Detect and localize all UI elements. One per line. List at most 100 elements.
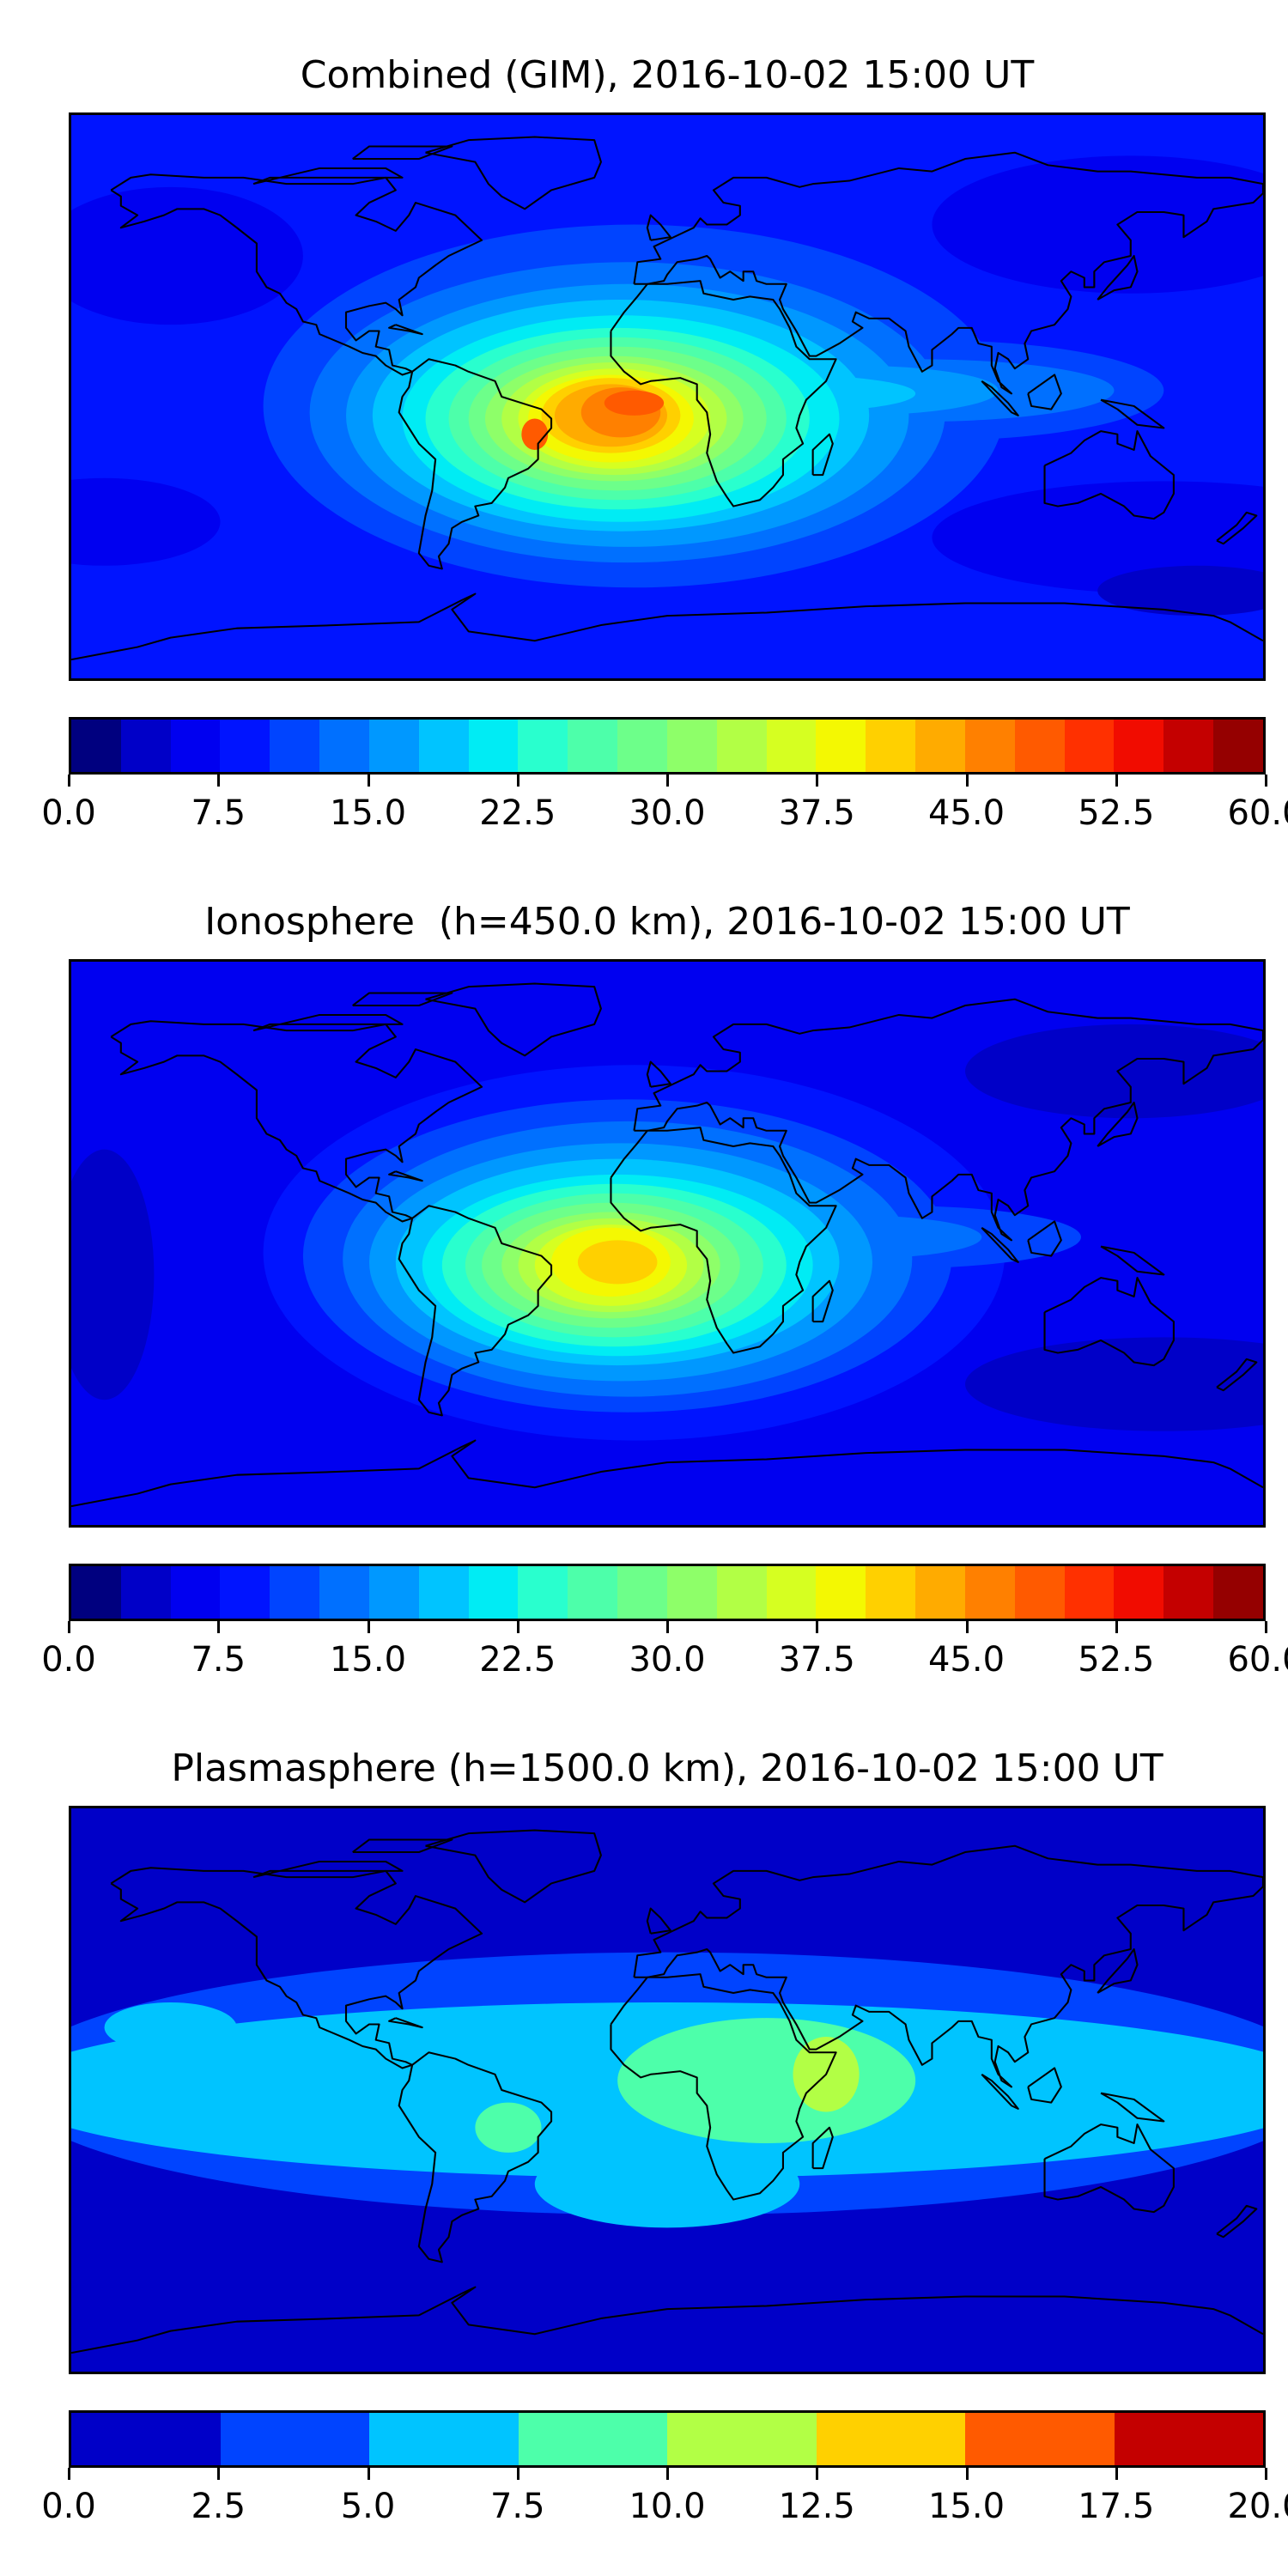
tick-label: 22.5 xyxy=(479,1640,556,1680)
heatmap xyxy=(71,962,1263,1525)
contour-level-1 xyxy=(1097,565,1263,617)
tick-mark xyxy=(666,2468,669,2480)
tick-label: 30.0 xyxy=(629,1640,706,1680)
contour-level-2 xyxy=(932,155,1263,294)
tick-mark xyxy=(816,1621,819,1633)
colorbar-segment xyxy=(220,1566,270,1619)
colorbar-segment xyxy=(369,2413,519,2465)
colorbar-segment xyxy=(667,2413,817,2465)
tick-label: 2.5 xyxy=(191,2487,246,2526)
colorbar-segment xyxy=(666,1566,717,1619)
colorbar-segment xyxy=(816,2413,965,2465)
colorbar xyxy=(69,2410,1266,2468)
tick-label: 7.5 xyxy=(489,2487,545,2526)
colorbar-segment xyxy=(518,1566,568,1619)
chart-title: Plasmasphere (h=1500.0 km), 2016-10-02 1… xyxy=(171,1747,1163,1790)
tick-label: 15.0 xyxy=(927,2487,1005,2526)
colorbar-segment xyxy=(1114,720,1164,772)
colorbar-segment xyxy=(220,720,270,772)
tick-mark xyxy=(367,2468,370,2480)
tick-mark xyxy=(1265,2468,1267,2480)
colorbar-segment xyxy=(270,720,320,772)
tick-mark xyxy=(965,775,969,787)
colorbar-segment xyxy=(518,2413,667,2465)
tick-label: 45.0 xyxy=(927,793,1005,833)
colorbar-segment xyxy=(170,720,221,772)
colorbar-segment xyxy=(270,1566,320,1619)
colorbar-segment xyxy=(816,1566,866,1619)
colorbar-segment xyxy=(1114,1566,1164,1619)
colorbar-segment xyxy=(617,1566,667,1619)
colorbar-segment xyxy=(170,1566,221,1619)
colorbar-segment xyxy=(568,720,618,772)
map-ionosphere xyxy=(69,959,1266,1528)
tick-label: 0.0 xyxy=(41,2487,96,2526)
colorbar-segment xyxy=(1213,1566,1263,1619)
tick-mark xyxy=(367,775,370,787)
contour-level-2 xyxy=(932,481,1263,594)
colorbar-segment xyxy=(1213,720,1263,772)
contour-level-1 xyxy=(71,1149,155,1400)
colorbar-segment xyxy=(120,1566,171,1619)
colorbar-segment xyxy=(666,720,717,772)
colorbar-segment xyxy=(1114,2413,1263,2465)
colorbar-segment xyxy=(468,1566,519,1619)
tick-label: 45.0 xyxy=(927,1640,1005,1680)
colorbar-segment xyxy=(368,1566,419,1619)
tick-label: 52.5 xyxy=(1078,793,1155,833)
tick-label: 22.5 xyxy=(479,793,556,833)
colorbar-segment xyxy=(766,720,817,772)
colorbar-segment xyxy=(1014,720,1065,772)
colorbar-segment xyxy=(1064,1566,1115,1619)
contour-level-2 xyxy=(71,477,221,566)
colorbar-segment xyxy=(468,720,519,772)
colorbar-segment xyxy=(964,1566,1015,1619)
colorbar-segment xyxy=(766,1566,817,1619)
colorbar-segment xyxy=(568,1566,618,1619)
tick-label: 12.5 xyxy=(778,2487,855,2526)
contour-level-1 xyxy=(965,1024,1263,1119)
tick-mark xyxy=(68,2468,70,2480)
tick-mark xyxy=(68,1621,70,1633)
tick-label: 37.5 xyxy=(778,793,855,833)
panel-combined: Combined (GIM), 2016-10-02 15:00 UT 0.0 7… xyxy=(0,0,1288,847)
tick-mark xyxy=(666,1621,669,1633)
colorbar xyxy=(69,1564,1266,1621)
contour-level-2 xyxy=(534,2140,800,2228)
colorbar-segment xyxy=(915,720,965,772)
contour-level-16 xyxy=(577,1240,658,1285)
tick-mark xyxy=(68,775,70,787)
tick-mark xyxy=(816,775,819,787)
contour-level-19 xyxy=(604,390,665,416)
tick-label: 7.5 xyxy=(191,1640,246,1680)
chart-title: Combined (GIM), 2016-10-02 15:00 UT xyxy=(300,53,1035,97)
contour-level-1 xyxy=(965,1337,1263,1431)
colorbar-ticks: 0.0 2.5 5.0 7.5 10.0 12.5 15.0 17.5 20.0 xyxy=(41,2468,1288,2526)
chart-title: Ionosphere (h=450.0 km), 2016-10-02 15:0… xyxy=(204,900,1130,944)
tick-label: 5.0 xyxy=(340,2487,396,2526)
tick-label: 10.0 xyxy=(629,2487,706,2526)
colorbar-segment xyxy=(716,1566,767,1619)
colorbar-segment xyxy=(866,720,916,772)
contour-level-3 xyxy=(475,2102,542,2153)
tick-mark xyxy=(217,775,221,787)
tick-mark xyxy=(516,1621,519,1633)
map-plasmasphere xyxy=(69,1806,1266,2374)
colorbar-segment xyxy=(368,720,419,772)
colorbar xyxy=(69,717,1266,775)
map-combined xyxy=(69,112,1266,681)
colorbar-segment xyxy=(418,720,469,772)
colorbar-segment xyxy=(816,720,866,772)
tick-label: 52.5 xyxy=(1078,1640,1155,1680)
colorbar-ticks: 0.0 7.5 15.0 22.5 30.0 37.5 45.0 52.5 60.0 xyxy=(41,1621,1288,1680)
colorbar-segment xyxy=(964,720,1015,772)
colorbar-segment xyxy=(1064,720,1115,772)
colorbar-segment xyxy=(866,1566,916,1619)
heatmap xyxy=(71,115,1263,678)
tick-mark xyxy=(1115,2468,1118,2480)
tick-mark xyxy=(816,2468,819,2480)
tick-mark xyxy=(1115,1621,1118,1633)
panel-ionosphere: Ionosphere (h=450.0 km), 2016-10-02 15:0… xyxy=(0,847,1288,1693)
tick-label: 15.0 xyxy=(329,793,407,833)
contour-level-3 xyxy=(617,2018,916,2143)
